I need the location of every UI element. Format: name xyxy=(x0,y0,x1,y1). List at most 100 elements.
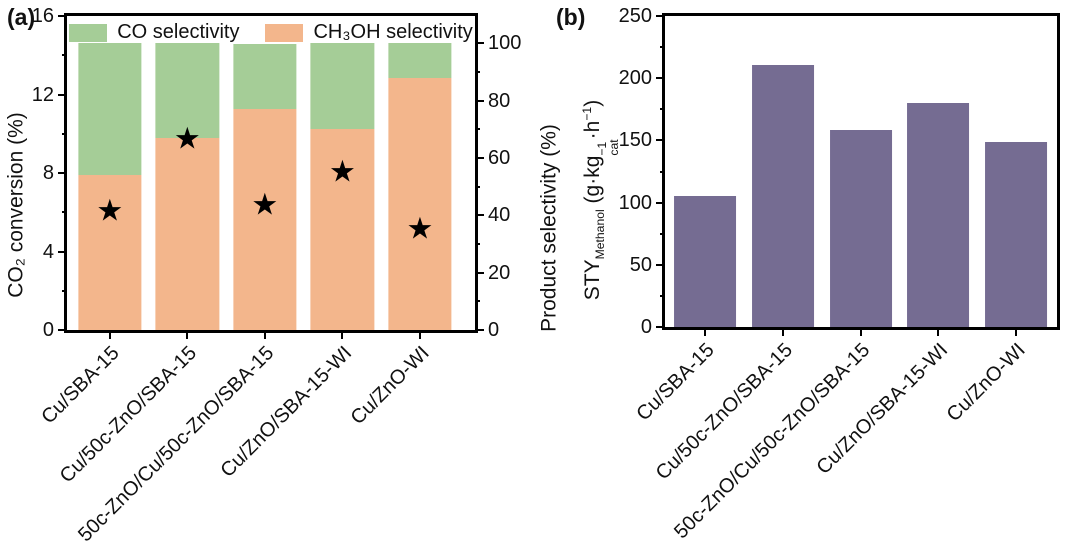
y-axis-minor-tick xyxy=(62,289,67,292)
x-category-label-text: Cu/50c-ZnO/SBA-15 xyxy=(55,342,201,488)
x-category-label-text: Cu/50c-ZnO/SBA-15 xyxy=(651,339,797,485)
y-axis-minor-tick xyxy=(660,170,665,173)
y-axis-tick-label: 100 xyxy=(618,191,652,214)
sty-bar xyxy=(829,130,892,327)
right-axis-major-tick xyxy=(475,271,484,274)
y-axis-major-tick xyxy=(656,15,665,17)
y-axis-major-tick xyxy=(656,326,665,328)
x-axis-tick xyxy=(186,330,189,339)
sty-bar xyxy=(674,196,737,327)
right-axis-minor-tick xyxy=(475,128,480,131)
x-axis-tick xyxy=(937,327,940,336)
ch3oh-selectivity-swatch xyxy=(265,23,304,42)
x-axis-tick xyxy=(1014,327,1017,336)
panel-a-letter: (a) xyxy=(7,4,36,30)
right-axis-minor-tick xyxy=(475,243,480,246)
bar-segment-ch3oh-selectivity xyxy=(233,109,297,330)
right-axis-tick-label: 0 xyxy=(488,319,500,341)
panel-b-plot-area: 0 50 100 150 200 250 Cu/SBA-15 Cu/50c-ZnO/SBA-1… xyxy=(619,6,1060,543)
right-axis-tick-label: 80 xyxy=(488,89,511,112)
right-axis-minor-tick xyxy=(475,185,480,188)
y-axis-tick-label: 12 xyxy=(31,83,54,106)
x-axis-tick xyxy=(704,327,707,336)
y-axis-minor-tick xyxy=(62,132,67,135)
legend-label-co-selectivity: CO selectivity xyxy=(117,21,240,43)
right-axis-major-tick xyxy=(475,99,484,102)
y-axis-tick-label: 4 xyxy=(42,240,54,263)
x-axis-tick xyxy=(859,327,862,336)
panel-a-plot-area: CO selectivity CH₃OH selectivity 0 4 8 12 16… xyxy=(32,6,522,546)
right-axis-minor-tick xyxy=(475,300,480,303)
legend-item-ch3oh-selectivity: CH₃OH selectivity xyxy=(265,21,473,44)
sty-text: STY xyxy=(580,259,604,301)
bar-segment-ch3oh-selectivity xyxy=(155,138,219,330)
panel-a-left-axis-label: CO₂ conversion (%) xyxy=(4,112,28,298)
right-axis-tick-label: 60 xyxy=(488,147,511,170)
y-axis-major-tick xyxy=(656,77,665,80)
y-axis-major-tick xyxy=(656,263,665,266)
bar-segment-co-selectivity xyxy=(310,43,375,130)
right-axis-major-tick xyxy=(475,214,484,217)
kg-sup-sub: −1 cat xyxy=(595,139,622,155)
panel-b-letter: (b) xyxy=(556,4,586,30)
y-axis-tick-label: 0 xyxy=(42,319,54,341)
panel-a-right-axis-label: Product selectivity (%) xyxy=(537,124,561,332)
y-axis-major-tick xyxy=(656,201,665,204)
co2-conversion-star-marker: ★ xyxy=(173,122,201,156)
sty-bar xyxy=(752,64,814,327)
x-axis-tick xyxy=(781,327,784,336)
y-axis-tick-label: 200 xyxy=(618,67,652,90)
y-axis-minor-tick xyxy=(660,294,665,297)
sty-bar xyxy=(907,103,970,327)
sty-subscript: Methanol xyxy=(593,209,608,260)
x-category-label-text: Cu/ZnO/SBA-15-WI xyxy=(216,342,356,482)
y-axis-tick-label: 8 xyxy=(42,162,54,184)
y-axis-tick-label: 150 xyxy=(618,129,652,152)
x-category-label-text: Cu/ZnO-WI xyxy=(346,342,434,430)
unit-open: (g·kg xyxy=(580,155,604,210)
x-category-label-text: Cu/ZnO-WI xyxy=(942,339,1030,427)
right-axis-tick-label: 100 xyxy=(488,32,522,55)
bar-segment-co-selectivity xyxy=(155,43,219,139)
co2-conversion-star-marker: ★ xyxy=(96,194,124,228)
h-superscript: −1 xyxy=(579,106,594,121)
y-axis-minor-tick xyxy=(660,108,665,111)
legend-label-ch3oh-selectivity: CH₃OH selectivity xyxy=(313,21,473,43)
right-axis-tick-label: 20 xyxy=(488,261,511,284)
legend-item-co-selectivity: CO selectivity xyxy=(69,21,239,44)
bar-segment-ch3oh-selectivity xyxy=(310,129,375,330)
y-axis-major-tick xyxy=(656,139,665,142)
right-axis-tick-label: 40 xyxy=(488,204,511,227)
panel-a-legend: CO selectivity CH₃OH selectivity xyxy=(67,21,475,44)
right-axis-major-tick xyxy=(475,42,484,45)
y-axis-major-tick xyxy=(58,93,67,96)
x-axis-tick xyxy=(418,330,421,339)
y-axis-tick-label: 250 xyxy=(618,5,652,27)
right-axis-minor-tick xyxy=(475,71,480,74)
y-axis-minor-tick xyxy=(62,54,67,57)
bar-segment-ch3oh-selectivity xyxy=(388,77,452,330)
panel-b-y-axis-label: STYMethanol (g·kg −1 cat ·h−1) xyxy=(579,100,622,301)
unit-mid: ·h xyxy=(580,120,604,140)
co2-conversion-star-marker: ★ xyxy=(251,188,279,222)
y-axis-minor-tick xyxy=(660,232,665,235)
right-axis-major-tick xyxy=(475,329,484,331)
x-axis-tick xyxy=(263,330,266,339)
co2-conversion-star-marker: ★ xyxy=(328,155,356,189)
x-category-label-text: Cu/ZnO/SBA-15-WI xyxy=(812,339,952,479)
y-axis-major-tick xyxy=(58,172,67,174)
y-axis-major-tick xyxy=(58,250,67,253)
bar-segment-co-selectivity xyxy=(388,43,452,78)
y-axis-minor-tick xyxy=(660,46,665,49)
y-axis-major-tick xyxy=(58,15,67,17)
bar-segment-co-selectivity xyxy=(78,43,142,176)
y-axis-tick-label: 0 xyxy=(640,316,652,338)
sty-bar xyxy=(984,141,1047,327)
x-axis-tick xyxy=(341,330,344,339)
y-axis-tick-label: 50 xyxy=(629,253,652,276)
y-axis-tick-label: 16 xyxy=(31,5,54,27)
co2-conversion-star-marker: ★ xyxy=(406,212,434,246)
x-category-label-text: Cu/SBA-15 xyxy=(632,339,719,426)
bar-segment-co-selectivity xyxy=(233,43,297,110)
